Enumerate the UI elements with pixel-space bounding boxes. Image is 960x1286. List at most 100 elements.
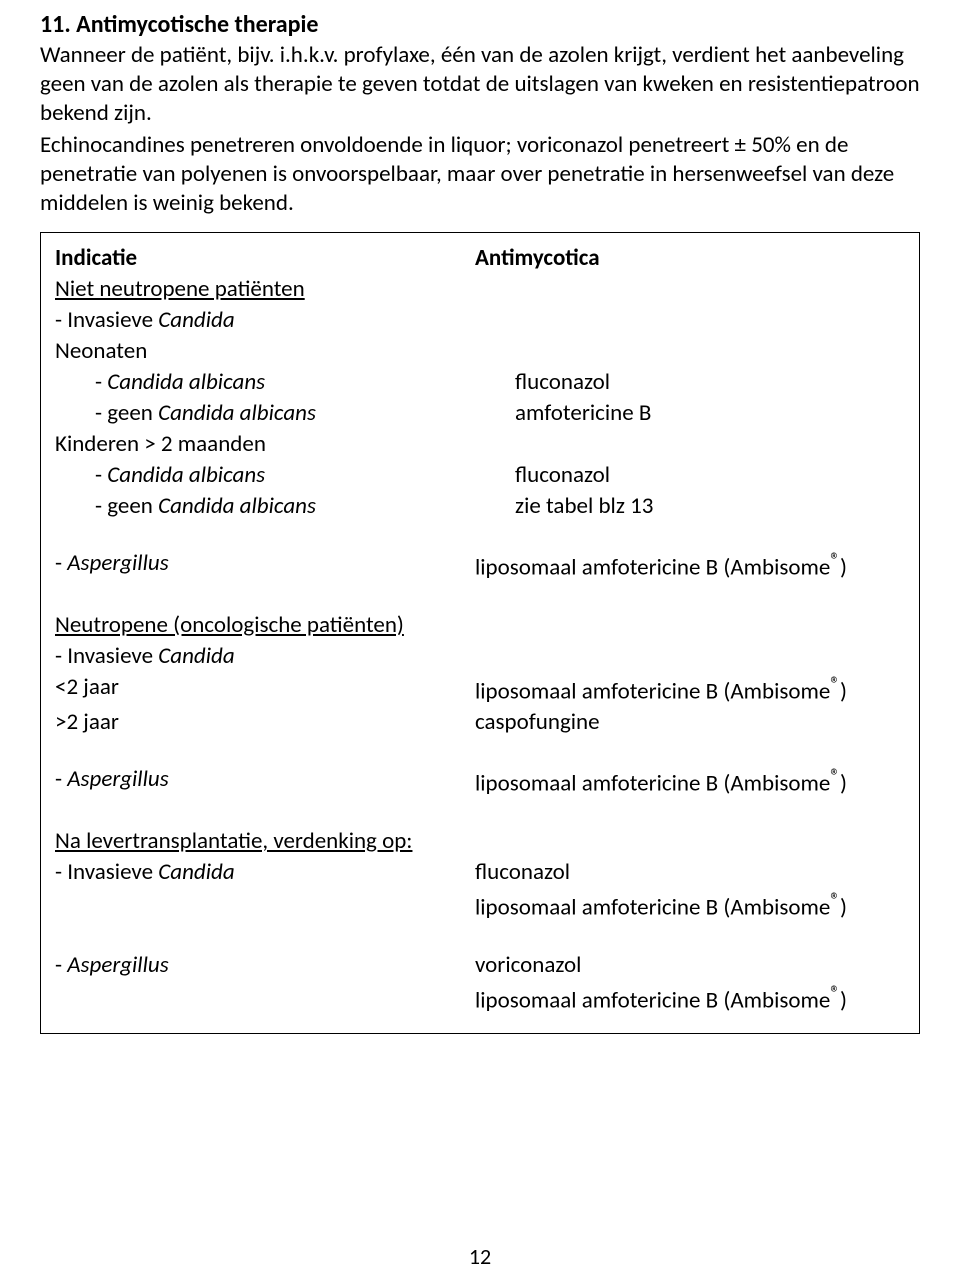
spacer xyxy=(55,522,905,548)
table-row: Na levertransplantatie, verdenking op: xyxy=(55,826,905,857)
text-prefix: - xyxy=(95,461,107,489)
cell-voriconazol: voriconazol xyxy=(475,950,905,981)
cell-liposomaal-ambisome-3: liposomaal amfotericine B (Ambisome®) xyxy=(475,764,905,800)
reg-mark: ® xyxy=(830,765,840,788)
text-prefix: - xyxy=(55,765,67,793)
cell-empty xyxy=(475,641,905,672)
cell-fluconazol-2: fluconazol xyxy=(515,460,905,491)
section-title-2: Neutropene (oncologische patiënten) xyxy=(55,610,475,641)
header-indicatie: Indicatie xyxy=(55,243,475,274)
table-row: - Invasieve Candida xyxy=(55,305,905,336)
text-lipamb: liposomaal amfotericine B (Ambisome xyxy=(475,677,830,705)
text-close: ) xyxy=(840,987,847,1015)
text-close: ) xyxy=(840,894,847,922)
table-row: - Candida albicans fluconazol xyxy=(55,367,905,398)
table-row: >2 jaar caspofungine xyxy=(55,707,905,738)
text-italic: Aspergillus xyxy=(67,951,168,979)
table-row: <2 jaar liposomaal amfotericine B (Ambis… xyxy=(55,672,905,708)
text-prefix: - Invasieve xyxy=(55,642,158,670)
cell-empty xyxy=(475,429,905,460)
table-row: - geen Candida albicans zie tabel blz 13 xyxy=(55,491,905,522)
cell-empty xyxy=(475,336,905,367)
cell-lt2: <2 jaar xyxy=(55,672,475,708)
text-close: ) xyxy=(840,677,847,705)
text-prefix: - Invasieve xyxy=(55,858,158,886)
text-italic: Candida albicans xyxy=(107,368,265,396)
text-prefix: - geen xyxy=(95,492,158,520)
text-lipamb: liposomaal amfotericine B (Ambisome xyxy=(475,770,830,798)
cell-liposomaal-ambisome-5: liposomaal amfotericine B (Ambisome®) xyxy=(475,981,905,1017)
paragraph-2: Echinocandines penetreren onvoldoende in… xyxy=(40,131,920,217)
reg-mark: ® xyxy=(830,889,840,912)
table-row: Kinderen > 2 maanden xyxy=(55,429,905,460)
cell-invasieve-candida-2: - Invasieve Candida xyxy=(55,641,475,672)
table-row: - Invasieve Candida xyxy=(55,641,905,672)
cell-invasieve-candida: - Invasieve Candida xyxy=(55,305,475,336)
therapy-table: Indicatie Antimycotica Niet neutropene p… xyxy=(40,232,920,1034)
text-italic: Candida albicans xyxy=(158,492,316,520)
section-heading: 11. Antimycotische therapie xyxy=(40,10,920,39)
cell-liposomaal-ambisome-4: liposomaal amfotericine B (Ambisome®) xyxy=(475,888,905,924)
page-number: 12 xyxy=(0,1243,960,1270)
table-row: - Aspergillus liposomaal amfotericine B … xyxy=(55,764,905,800)
section-title-3: Na levertransplantatie, verdenking op: xyxy=(55,826,475,857)
cell-aspergillus-3: - Aspergillus xyxy=(55,950,475,981)
cell-empty xyxy=(55,888,475,924)
cell-invasieve-candida-3: - Invasieve Candida xyxy=(55,857,475,888)
text-lipamb: liposomaal amfotericine B (Ambisome xyxy=(475,554,830,582)
table-row: Niet neutropene patiënten xyxy=(55,274,905,305)
text-italic: Candida xyxy=(158,858,234,886)
cell-candida-albicans: - Candida albicans xyxy=(55,367,515,398)
text-italic: Candida albicans xyxy=(158,399,316,427)
cell-kinderen: Kinderen > 2 maanden xyxy=(55,429,475,460)
cell-aspergillus: - Aspergillus xyxy=(55,548,475,584)
text-italic: Aspergillus xyxy=(67,549,168,577)
cell-geen-candida-2: - geen Candida albicans xyxy=(55,491,515,522)
text-lipamb: liposomaal amfotericine B (Ambisome xyxy=(475,894,830,922)
text-lipamb: liposomaal amfotericine B (Ambisome xyxy=(475,987,830,1015)
cell-fluconazol: fluconazol xyxy=(515,367,905,398)
reg-mark: ® xyxy=(830,549,840,572)
cell-liposomaal-ambisome-2: liposomaal amfotericine B (Ambisome®) xyxy=(475,672,905,708)
cell-aspergillus-2: - Aspergillus xyxy=(55,764,475,800)
document-page: 11. Antimycotische therapie Wanneer de p… xyxy=(0,0,960,1286)
spacer xyxy=(55,800,905,826)
cell-empty xyxy=(475,274,905,305)
header-antimycotica: Antimycotica xyxy=(475,243,905,274)
table-row: - Candida albicans fluconazol xyxy=(55,460,905,491)
cell-amfotericine-b: amfotericine B xyxy=(515,398,905,429)
cell-gt2: >2 jaar xyxy=(55,707,475,738)
spacer xyxy=(55,738,905,764)
reg-mark: ® xyxy=(830,982,840,1005)
cell-empty xyxy=(475,610,905,641)
paragraph-1: Wanneer de patiënt, bijv. i.h.k.v. profy… xyxy=(40,41,920,127)
cell-fluconazol-3: fluconazol xyxy=(475,857,905,888)
table-row: Neutropene (oncologische patiënten) xyxy=(55,610,905,641)
cell-neonaten: Neonaten xyxy=(55,336,475,367)
cell-candida-albicans-2: - Candida albicans xyxy=(55,460,515,491)
text-close: ) xyxy=(840,554,847,582)
cell-geen-candida: - geen Candida albicans xyxy=(55,398,515,429)
table-row: Neonaten xyxy=(55,336,905,367)
table-row: - geen Candida albicans amfotericine B xyxy=(55,398,905,429)
section-title: Niet neutropene patiënten xyxy=(55,274,475,305)
cell-liposomaal-ambisome: liposomaal amfotericine B (Ambisome®) xyxy=(475,548,905,584)
cell-caspofungine: caspofungine xyxy=(475,707,905,738)
table-row: - Aspergillus voriconazol xyxy=(55,950,905,981)
text-italic: Candida xyxy=(158,306,234,334)
table-row: - Invasieve Candida fluconazol xyxy=(55,857,905,888)
table-header-row: Indicatie Antimycotica xyxy=(55,243,905,274)
cell-empty xyxy=(475,826,905,857)
text-italic: Candida xyxy=(158,642,234,670)
cell-tabel-ref: zie tabel blz 13 xyxy=(515,491,905,522)
text-italic: Aspergillus xyxy=(67,765,168,793)
text-prefix: - xyxy=(55,951,67,979)
text-close: ) xyxy=(840,770,847,798)
cell-empty xyxy=(55,981,475,1017)
table-row: liposomaal amfotericine B (Ambisome®) xyxy=(55,888,905,924)
text-italic: Candida albicans xyxy=(107,461,265,489)
table-row: liposomaal amfotericine B (Ambisome®) xyxy=(55,981,905,1017)
cell-empty xyxy=(475,305,905,336)
text-prefix: - geen xyxy=(95,399,158,427)
spacer xyxy=(55,924,905,950)
